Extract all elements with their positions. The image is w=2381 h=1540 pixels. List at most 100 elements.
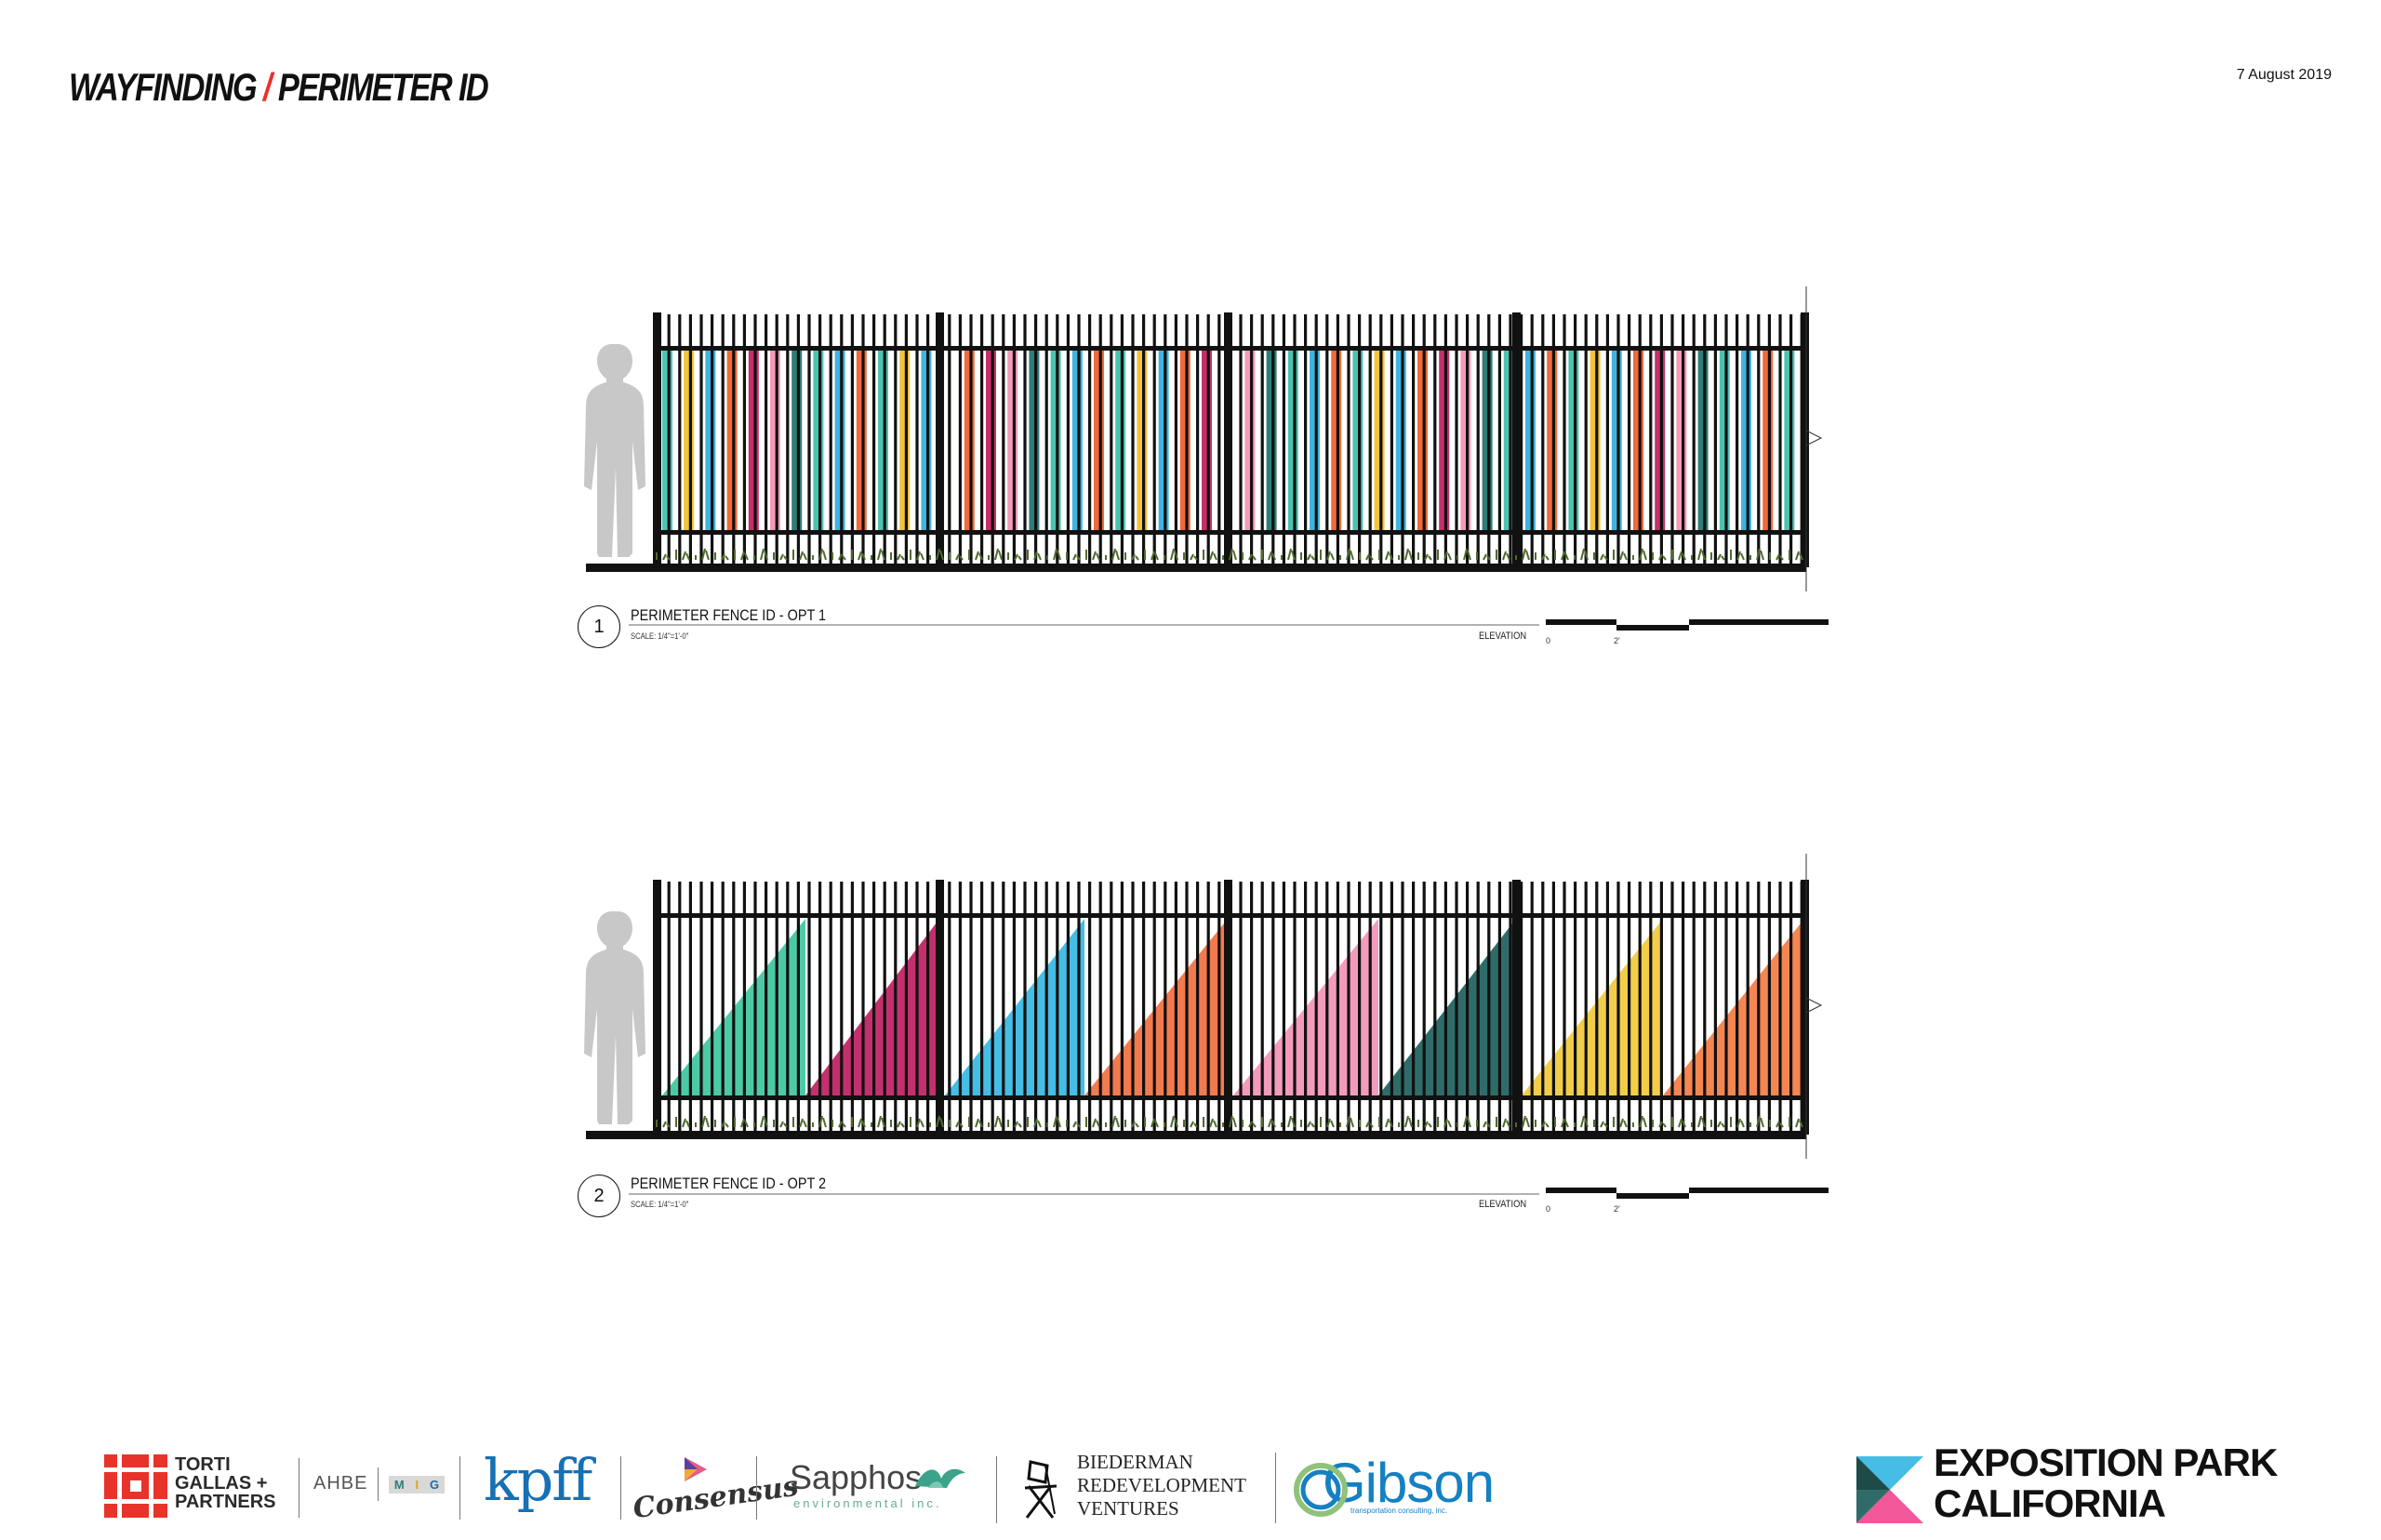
stripe-panel [813,350,824,530]
fence-picket [699,882,703,1133]
fence-picket [1605,314,1609,565]
grass-blade [1736,551,1741,561]
fence-picket [1433,882,1437,1133]
fence-picket [1336,882,1339,1133]
grass-blade [1740,552,1745,561]
grass-blade [1721,1122,1725,1128]
grass-blade [1600,1121,1604,1128]
fence-picket [1682,882,1685,1133]
scale-bar-segment [1689,619,1829,625]
stripe-panel [1007,350,1018,530]
grass-blade [1053,1115,1057,1128]
grass-blade [1603,1122,1608,1128]
fence-picket [1314,882,1318,1133]
fence-picket [1520,882,1523,1133]
grass-blade [1213,1120,1217,1128]
fence-picket [969,882,973,1133]
fence-picket [796,314,800,565]
fence-picket [829,314,832,565]
grass-blade [701,1115,706,1128]
logo-divider [378,1467,379,1501]
document-date: 7 August 2019 [2236,67,2332,83]
stripe-panel [1697,350,1709,530]
fence-picket [1379,314,1383,565]
fence-picket [1455,882,1458,1133]
grass-blade [1014,1121,1018,1128]
grass-blade [1170,1115,1175,1128]
fence-picket [1659,882,1663,1133]
grass-blade [725,555,729,561]
grass-blade [1310,555,1315,561]
grass-blade [1584,1117,1589,1128]
grass-blade [1151,1118,1155,1128]
grass-blade [1326,1118,1331,1128]
fence-picket [1476,314,1480,565]
grass-blade [1389,552,1393,561]
drawing-title-2: PERIMETER FENCE ID - OPT 2 [631,1175,827,1192]
fence-picket [926,882,930,1133]
gibson-subtitle: transportation consulting, inc. [1350,1507,1448,1515]
grass-blade [1502,1118,1507,1128]
stripe-panel [1417,350,1428,530]
grass-blade [838,1121,843,1128]
stripe-panel [705,350,716,530]
grass-blade [1365,553,1370,561]
grass-blade [740,551,745,561]
grass-blade [1662,1122,1667,1128]
fence-picket [1422,314,1426,565]
fence-picket [915,882,919,1133]
grass-blade [975,551,979,561]
grass-blade [685,552,690,561]
fence-picket [1002,314,1005,565]
fence-picket [1164,314,1167,565]
grass-blade [1389,1120,1393,1128]
grass-blade [1639,1115,1643,1128]
fence-picket [1649,882,1653,1133]
grass-blade [1776,553,1780,561]
fence-picket [1044,882,1048,1133]
fence-picket [1152,882,1156,1133]
grass-blade [1760,550,1764,561]
fence-post [653,312,661,567]
fence-picket [1336,314,1339,565]
grass-blade [1564,552,1569,561]
grass-blade [858,1118,862,1128]
grass-blade [1350,550,1354,561]
fence-picket [1563,314,1566,565]
grass-blade [936,1115,940,1128]
grass-blade [1603,555,1608,561]
fence-picket [688,314,692,565]
grass-blade [1545,555,1550,561]
stripe-panel [1310,350,1320,530]
title-part1: WAYFINDING [69,65,258,109]
sapphos-subtitle: environmental inc. [793,1496,942,1510]
title-part2: PERIMETER ID [277,65,489,109]
grass-blade [1053,548,1057,561]
grass-blade [1506,1120,1510,1128]
fence-picket [1595,314,1599,565]
fence-picket [1530,314,1534,565]
grass-blade [1776,1121,1780,1128]
fence-picket [1056,314,1059,565]
break-mark [1805,997,1823,1014]
tg-line-1: TORTI [175,1454,231,1475]
grass-blade [1463,548,1468,561]
fence-picket [1692,882,1696,1133]
fence-picket [818,882,822,1133]
grass-blade [1525,1117,1530,1128]
fence-picket [1584,882,1588,1133]
fence-picket [721,882,725,1133]
fence-picket [807,314,811,565]
grass-blade [1721,555,1725,561]
grass-blade [783,1122,788,1128]
grass-blade [1271,1120,1276,1128]
fence-picket [1239,882,1243,1133]
grass-blade [1447,552,1452,561]
fence-picket [1563,882,1566,1133]
grass-blade [1424,1121,1429,1128]
fence-picket [1541,314,1545,565]
fence-picket [1066,882,1070,1133]
grass-blade [1072,1121,1077,1128]
grass-blade [978,552,983,561]
stripe-panel [1762,350,1774,530]
